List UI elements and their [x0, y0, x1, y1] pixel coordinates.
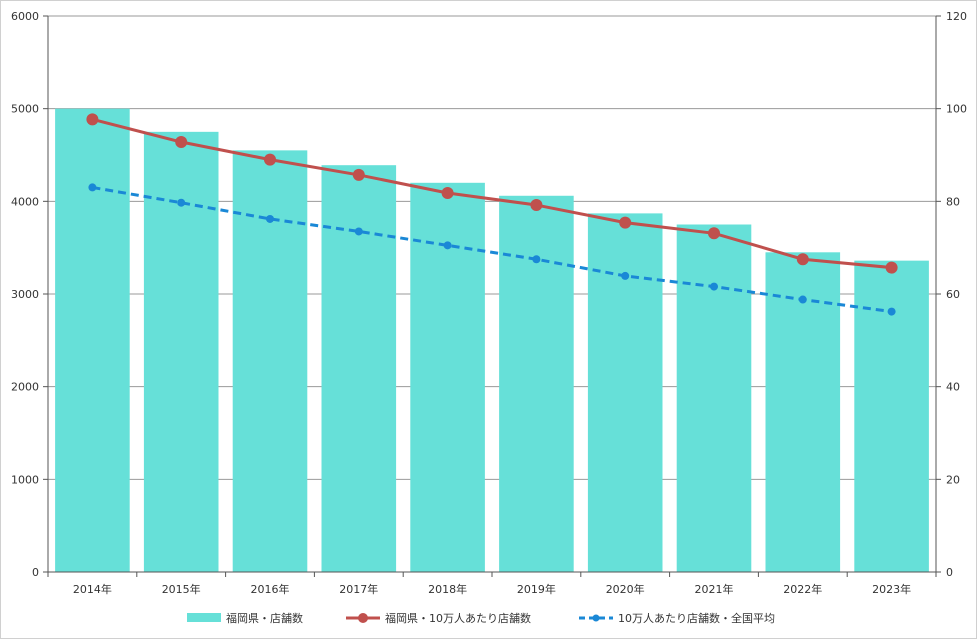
y-right-tick-label: 20: [946, 473, 960, 486]
series-line: [92, 117, 892, 270]
x-tick-label: 2020年: [606, 582, 645, 596]
x-tick-label: 2014年: [73, 582, 112, 596]
data-point: [354, 227, 363, 236]
data-point: [710, 282, 718, 291]
legend-label: 福岡県・10万人あたり店舗数: [385, 611, 531, 625]
bar: [410, 182, 485, 573]
bar: [587, 213, 663, 572]
x-tick-label: 2023年: [872, 582, 911, 596]
bar: [321, 165, 397, 572]
y-right-tick-label: 40: [946, 381, 960, 394]
bar: [232, 150, 308, 572]
data-point: [798, 295, 807, 304]
y-right-tick-label: 80: [946, 195, 960, 208]
bar: [55, 108, 130, 573]
y-right-tick-label: 60: [946, 288, 960, 301]
x-tick-label: 2017年: [339, 582, 378, 596]
legend-swatch-bar: [187, 613, 221, 622]
data-point: [352, 168, 365, 181]
data-point: [887, 307, 896, 316]
y-left-tick-label: 5000: [11, 103, 39, 116]
data-point: [619, 216, 632, 229]
data-point: [441, 186, 454, 199]
data-point: [443, 241, 452, 250]
bar: [765, 252, 841, 573]
data-point: [885, 261, 898, 274]
bar: [143, 131, 219, 573]
legend-label: 福岡県・店舗数: [226, 611, 303, 625]
x-tick-label: 2015年: [162, 582, 201, 596]
x-tick-label: 2019年: [517, 582, 556, 596]
data-point: [88, 183, 97, 192]
y-left-tick-label: 1000: [11, 473, 39, 486]
data-point: [530, 199, 543, 212]
legend: 福岡県・店舗数 福岡県・10万人あたり店舗数 10万人あたり店舗数・全国平均: [187, 611, 775, 625]
x-tick-label: 2022年: [783, 582, 822, 596]
y-left-tick-label: 4000: [11, 195, 39, 208]
data-point: [796, 253, 809, 266]
y-right-tick-label: 0: [946, 566, 953, 579]
y-right-tick-label: 100: [946, 103, 967, 116]
legend-swatch-marker: [592, 614, 600, 622]
data-point: [175, 136, 188, 149]
data-point: [86, 113, 99, 126]
x-tick-label: 2021年: [695, 582, 734, 596]
data-point: [532, 255, 541, 264]
y-left-tick-label: 6000: [11, 10, 39, 23]
line-series: [86, 113, 898, 316]
data-point: [266, 214, 274, 223]
series-line: [92, 185, 892, 314]
y-left-tick-label: 2000: [11, 381, 39, 394]
data-point: [708, 227, 720, 240]
y-left-tick-label: 3000: [11, 288, 39, 301]
x-tick-label: 2016年: [251, 582, 290, 596]
data-point: [621, 271, 630, 280]
legend-swatch-marker: [358, 613, 368, 623]
y-right-tick-label: 120: [946, 10, 967, 23]
bar: [499, 195, 574, 573]
axes: 0 1000 2000 3000 4000 5000 6000 0 20 40 60 80 100 120…: [11, 10, 967, 596]
bar: [676, 224, 752, 572]
x-tick-label: 2018年: [428, 582, 467, 596]
y-left-tick-label: 0: [32, 566, 39, 579]
bar-series: [55, 108, 929, 573]
data-point: [264, 153, 276, 166]
data-point: [177, 198, 186, 207]
legend-label: 10万人あたり店舗数・全国平均: [618, 611, 775, 625]
